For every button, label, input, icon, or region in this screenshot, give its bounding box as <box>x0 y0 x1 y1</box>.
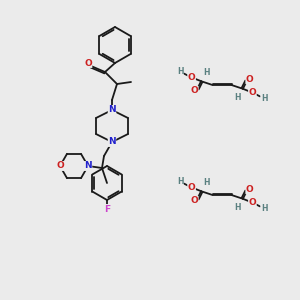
Text: H: H <box>177 177 183 186</box>
Text: H: H <box>261 94 267 103</box>
Text: O: O <box>56 161 64 170</box>
Text: O: O <box>190 196 198 205</box>
Text: O: O <box>188 73 196 82</box>
Text: H: H <box>261 204 267 213</box>
Text: O: O <box>190 86 198 95</box>
Text: O: O <box>188 183 196 192</box>
Text: O: O <box>246 185 254 194</box>
Text: N: N <box>108 137 116 146</box>
Text: F: F <box>104 205 110 214</box>
Text: H: H <box>234 203 241 212</box>
Text: O: O <box>84 58 92 68</box>
Text: N: N <box>108 106 116 115</box>
Text: H: H <box>203 178 210 187</box>
Text: O: O <box>248 88 256 97</box>
Text: O: O <box>246 75 254 84</box>
Text: O: O <box>248 198 256 207</box>
Text: H: H <box>234 93 241 102</box>
Text: H: H <box>203 68 210 77</box>
Text: H: H <box>177 67 183 76</box>
Text: N: N <box>84 161 92 170</box>
